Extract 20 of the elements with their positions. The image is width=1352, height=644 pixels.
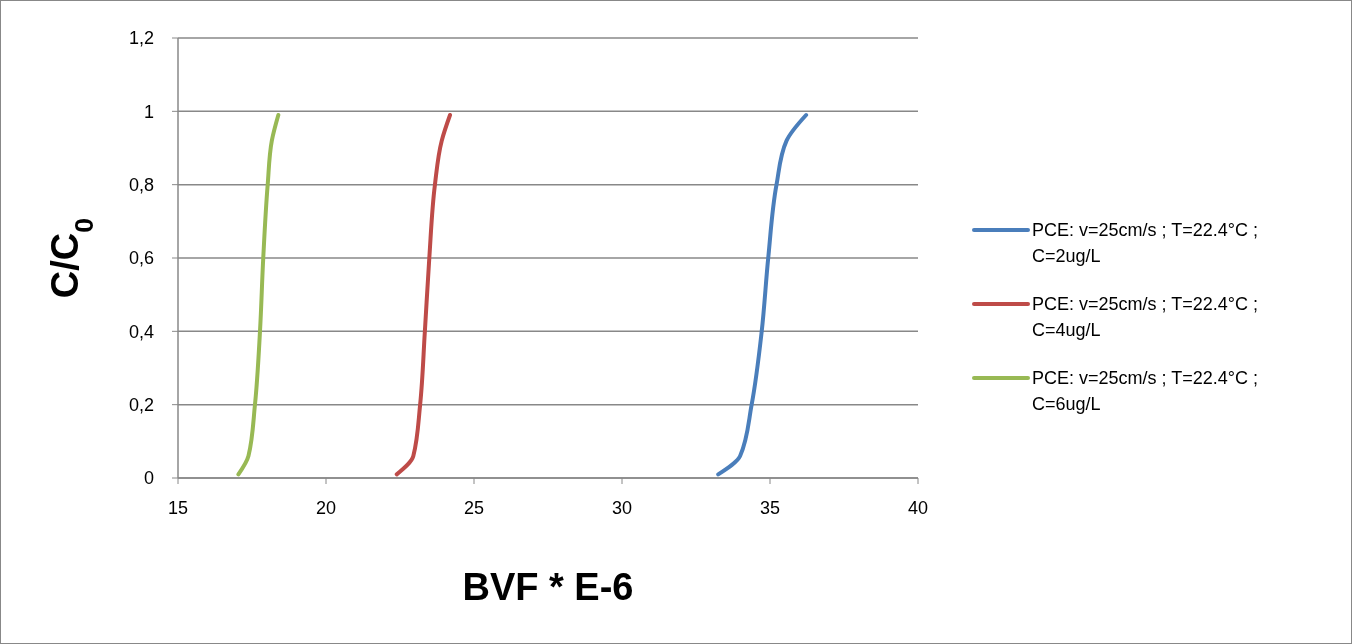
x-tick-label: 15 xyxy=(167,498,189,518)
y-tick-label: 1,2 xyxy=(128,28,154,49)
y-tick-label: 0,8 xyxy=(128,174,154,195)
line-series xyxy=(716,113,809,477)
legend-label: PCE: v=25cm/s ; T=22.4°C ; C=4ug/L xyxy=(1032,294,1258,341)
line-series xyxy=(236,113,281,477)
y-tick-label: 0 xyxy=(143,468,154,489)
y-tick-label: 0,4 xyxy=(128,321,154,342)
y-tick-label: 0,2 xyxy=(128,394,154,415)
x-tick-label: 40 xyxy=(907,498,929,518)
x-tick-label: 30 xyxy=(611,498,633,518)
x-axis-title: BVF * E-6 xyxy=(462,566,634,608)
legend-label: PCE: v=25cm/s ; T=22.4°C ; C=2ug/L xyxy=(1032,220,1258,267)
x-tick-label: 20 xyxy=(315,498,337,518)
x-tick-label: 35 xyxy=(759,498,781,518)
line-series xyxy=(394,113,453,477)
x-tick-label: 25 xyxy=(463,498,485,518)
y-tick-label: 1 xyxy=(143,101,154,122)
legend-label: PCE: v=25cm/s ; T=22.4°C ; C=6ug/L xyxy=(1032,368,1258,415)
y-tick-label: 0,6 xyxy=(128,248,154,269)
